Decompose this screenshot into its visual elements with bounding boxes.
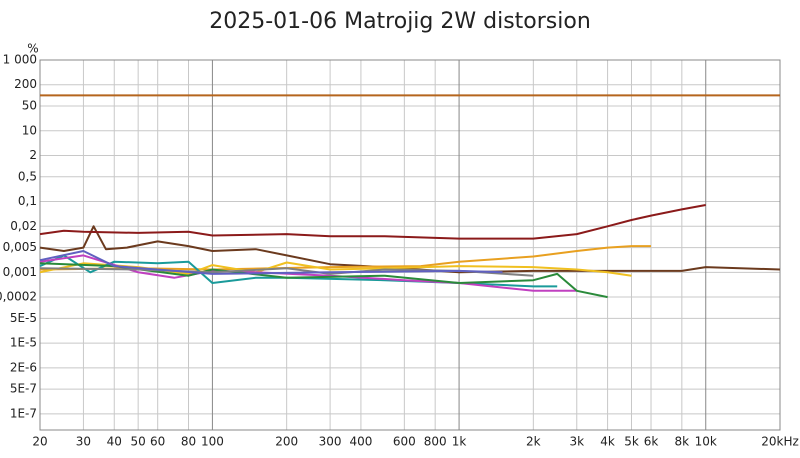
y-tick-label: 200 xyxy=(14,77,37,91)
series-line xyxy=(39,225,781,274)
y-tick-label: 2 xyxy=(29,148,37,162)
y-tick-label: 0,1 xyxy=(18,194,37,208)
x-tick-label: 4k xyxy=(600,435,615,449)
x-tick-label: 800 xyxy=(424,435,447,449)
x-tick-label: 8k xyxy=(675,435,690,449)
y-axis-label: % xyxy=(27,42,38,56)
y-tick-label: 10 xyxy=(22,123,37,137)
y-tick-label: 2E-6 xyxy=(10,360,37,374)
y-tick-label: 50 xyxy=(22,99,37,113)
y-tick-label: 0,0002 xyxy=(0,290,37,304)
y-tick-label: 5E-5 xyxy=(10,311,37,325)
y-tick-label: 1E-7 xyxy=(10,406,37,420)
series-line xyxy=(39,204,706,240)
y-tick-label: 1 000 xyxy=(3,53,37,67)
x-tick-label: 400 xyxy=(349,435,372,449)
x-tick-label: 200 xyxy=(275,435,298,449)
x-tick-label: 10k xyxy=(695,435,717,449)
y-tick-label: 1E-5 xyxy=(10,336,37,350)
chart-title: 2025-01-06 Matrojig 2W distorsion xyxy=(209,9,591,34)
x-tick-label: 30 xyxy=(76,435,91,449)
x-tick-label: 5k xyxy=(624,435,639,449)
x-tick-label: 100 xyxy=(201,435,224,449)
series-line xyxy=(39,262,608,299)
x-tick-label: 40 xyxy=(107,435,122,449)
x-tick-label: 6k xyxy=(644,435,659,449)
x-tick-label: 1k xyxy=(452,435,467,449)
x-tick-label: 600 xyxy=(393,435,416,449)
x-tick-label: 20kHz xyxy=(761,435,799,449)
x-tick-label: 80 xyxy=(181,435,196,449)
plot-frame xyxy=(39,59,781,431)
y-tick-label: 5E-7 xyxy=(10,382,37,396)
x-tick-label: 3k xyxy=(569,435,584,449)
x-tick-label: 2k xyxy=(526,435,541,449)
y-tick-label: 0,02 xyxy=(10,219,37,233)
series-line xyxy=(39,250,503,275)
x-tick-label: 20 xyxy=(32,435,47,449)
x-tick-label: 60 xyxy=(150,435,165,449)
series-line xyxy=(39,245,651,271)
x-tick-label: 300 xyxy=(319,435,342,449)
y-tick-label: 0,005 xyxy=(3,240,37,254)
x-tick-label: 50 xyxy=(131,435,146,449)
y-tick-label: 0,5 xyxy=(18,169,37,183)
y-tick-label: 0,001 xyxy=(3,265,37,279)
